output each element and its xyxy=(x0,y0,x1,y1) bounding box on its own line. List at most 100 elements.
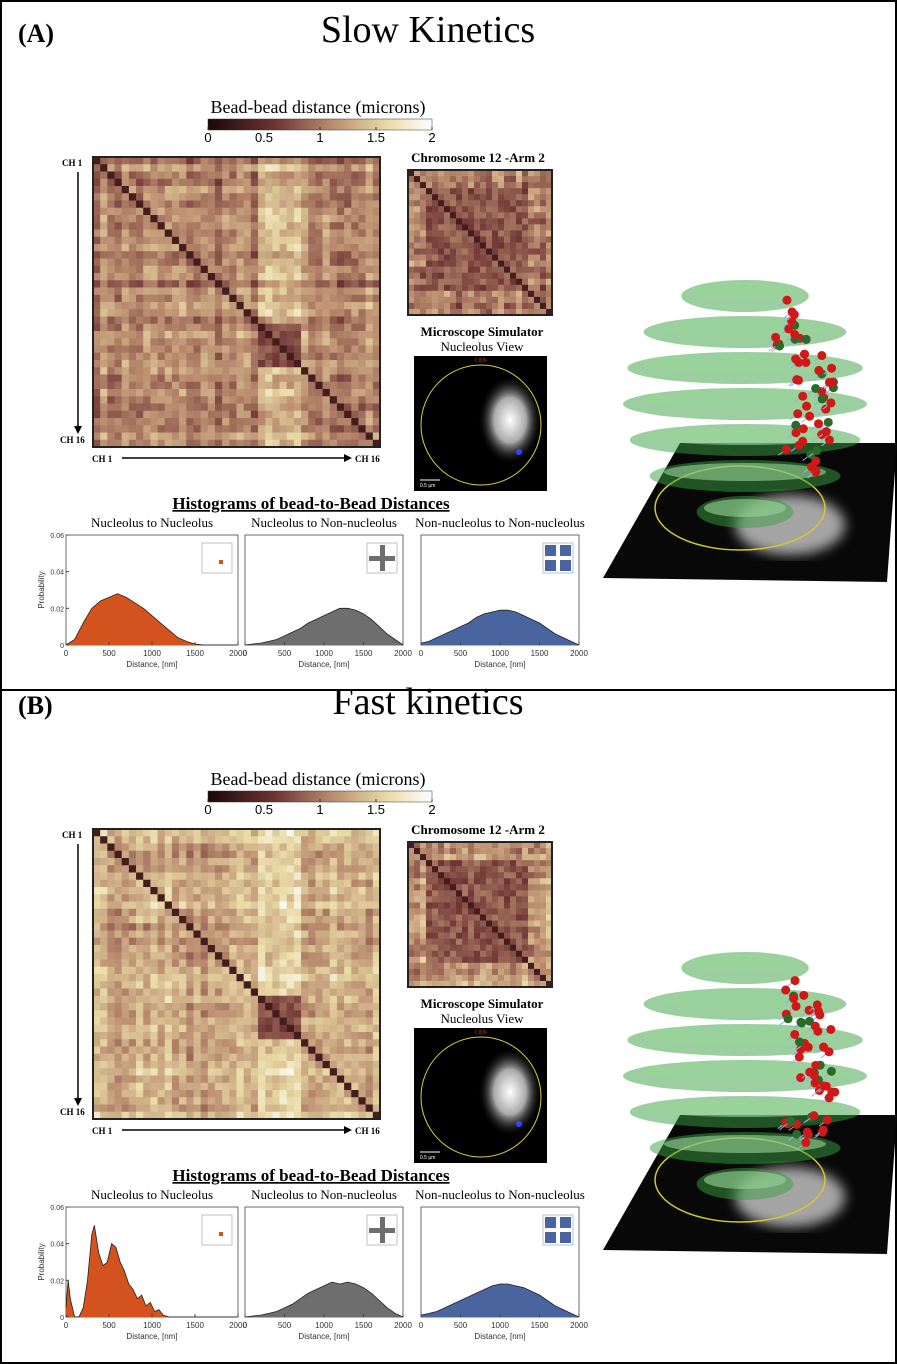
heatmap-cell xyxy=(337,324,344,332)
heatmap-cell xyxy=(186,836,193,844)
heatmap-cell xyxy=(237,237,244,245)
heatmap-cell xyxy=(510,206,516,212)
heatmap-cell xyxy=(351,1010,358,1018)
heatmap-cell xyxy=(143,909,150,917)
heatmap-cell xyxy=(136,411,143,419)
heatmap-cell xyxy=(258,1025,265,1033)
heatmap-cell xyxy=(294,164,301,172)
heatmap-cell xyxy=(115,411,122,419)
heatmap-cell xyxy=(165,887,172,895)
heatmap-cell xyxy=(280,1039,287,1047)
heatmap-cell xyxy=(534,908,540,914)
heatmap-cell xyxy=(215,324,222,332)
heatmap-cell xyxy=(215,938,222,946)
heatmap-cell xyxy=(301,981,308,989)
heatmap-cell xyxy=(165,931,172,939)
heatmap-cell xyxy=(280,266,287,274)
heatmap-cell xyxy=(244,1061,251,1069)
heatmap-cell xyxy=(258,273,265,281)
heatmap-cell xyxy=(129,851,136,859)
heatmap-cell xyxy=(315,425,322,433)
heatmap-cell xyxy=(315,902,322,910)
heatmap-cell xyxy=(143,1054,150,1062)
heatmap-cell xyxy=(516,182,522,188)
heatmap-cell xyxy=(122,844,129,852)
heatmap-cell xyxy=(528,230,534,236)
heatmap-cell xyxy=(344,389,351,397)
heatmap-cell xyxy=(272,873,279,881)
heatmap-cell xyxy=(444,963,450,969)
heatmap-cell xyxy=(215,1025,222,1033)
colorbar-tick-label: 1.5 xyxy=(367,802,385,817)
heatmap-cell xyxy=(315,858,322,866)
heatmap-cell xyxy=(462,267,468,273)
heatmap-cell xyxy=(468,255,474,261)
x-tick-label: 1500 xyxy=(186,1321,204,1330)
heatmap-cell xyxy=(179,179,186,187)
heatmap-cell xyxy=(251,338,258,346)
heatmap-cell xyxy=(444,872,450,878)
heatmap-cell xyxy=(358,186,365,194)
heatmap-cell xyxy=(301,193,308,201)
heatmap-cell xyxy=(244,215,251,223)
heatmap-cell xyxy=(358,389,365,397)
heatmap-cell xyxy=(265,230,272,238)
heatmap-cell xyxy=(115,1061,122,1069)
heatmap-cell xyxy=(315,273,322,281)
x-tick-label: 500 xyxy=(278,1321,292,1330)
heatmap-cell xyxy=(272,404,279,412)
heatmap-cell xyxy=(323,1003,330,1011)
heatmap-cell xyxy=(222,851,229,859)
heatmap-cell xyxy=(534,957,540,963)
heatmap-cell xyxy=(462,884,468,890)
heatmap-cell xyxy=(351,157,358,165)
heatmap-cell xyxy=(474,255,480,261)
heatmap-cell xyxy=(516,872,522,878)
heatmap-cell xyxy=(426,939,432,945)
heatmap-cell xyxy=(222,1054,229,1062)
heatmap-cell xyxy=(351,887,358,895)
heatmap-cell xyxy=(208,302,215,310)
heatmap-cell xyxy=(122,317,129,325)
heatmap-cell xyxy=(438,188,444,194)
heatmap-cell xyxy=(480,890,486,896)
heatmap-cell xyxy=(315,382,322,390)
heatmap-cell xyxy=(330,938,337,946)
heatmap-cell xyxy=(172,172,179,180)
heatmap-cell xyxy=(315,251,322,259)
heatmap-cell xyxy=(351,164,358,172)
heatmap-cell xyxy=(229,989,236,997)
heatmap-cell xyxy=(323,389,330,397)
heatmap-cell xyxy=(351,317,358,325)
heatmap-cell xyxy=(534,902,540,908)
heatmap-cell xyxy=(143,1025,150,1033)
heatmap-cell xyxy=(301,244,308,252)
heatmap-cell xyxy=(462,218,468,224)
heatmap-cell xyxy=(129,346,136,354)
heatmap-cell xyxy=(438,908,444,914)
heatmap-cell xyxy=(186,433,193,441)
heatmap-cell xyxy=(143,375,150,383)
heatmap-cell xyxy=(287,338,294,346)
heatmap-cell xyxy=(172,960,179,968)
heatmap-cell xyxy=(351,981,358,989)
heatmap-cell xyxy=(165,1076,172,1084)
heatmap-cell xyxy=(122,1076,129,1084)
heatmap-cell xyxy=(107,844,114,852)
heatmap-cell xyxy=(229,916,236,924)
heatmap-cell xyxy=(93,887,100,895)
heatmap-cell xyxy=(115,1105,122,1113)
heatmap-cell xyxy=(193,317,200,325)
heatmap-cell xyxy=(193,353,200,361)
heatmap-cell xyxy=(265,1018,272,1026)
heatmap-cell xyxy=(215,353,222,361)
heatmap-cell xyxy=(258,411,265,419)
heatmap-cell xyxy=(215,222,222,230)
heatmap-cell xyxy=(208,360,215,368)
heatmap-cell xyxy=(516,933,522,939)
heatmap-cell xyxy=(516,249,522,255)
heatmap-cell xyxy=(201,396,208,404)
heatmap-cell xyxy=(129,172,136,180)
heatmap-cell xyxy=(315,266,322,274)
heatmap-cell xyxy=(358,280,365,288)
